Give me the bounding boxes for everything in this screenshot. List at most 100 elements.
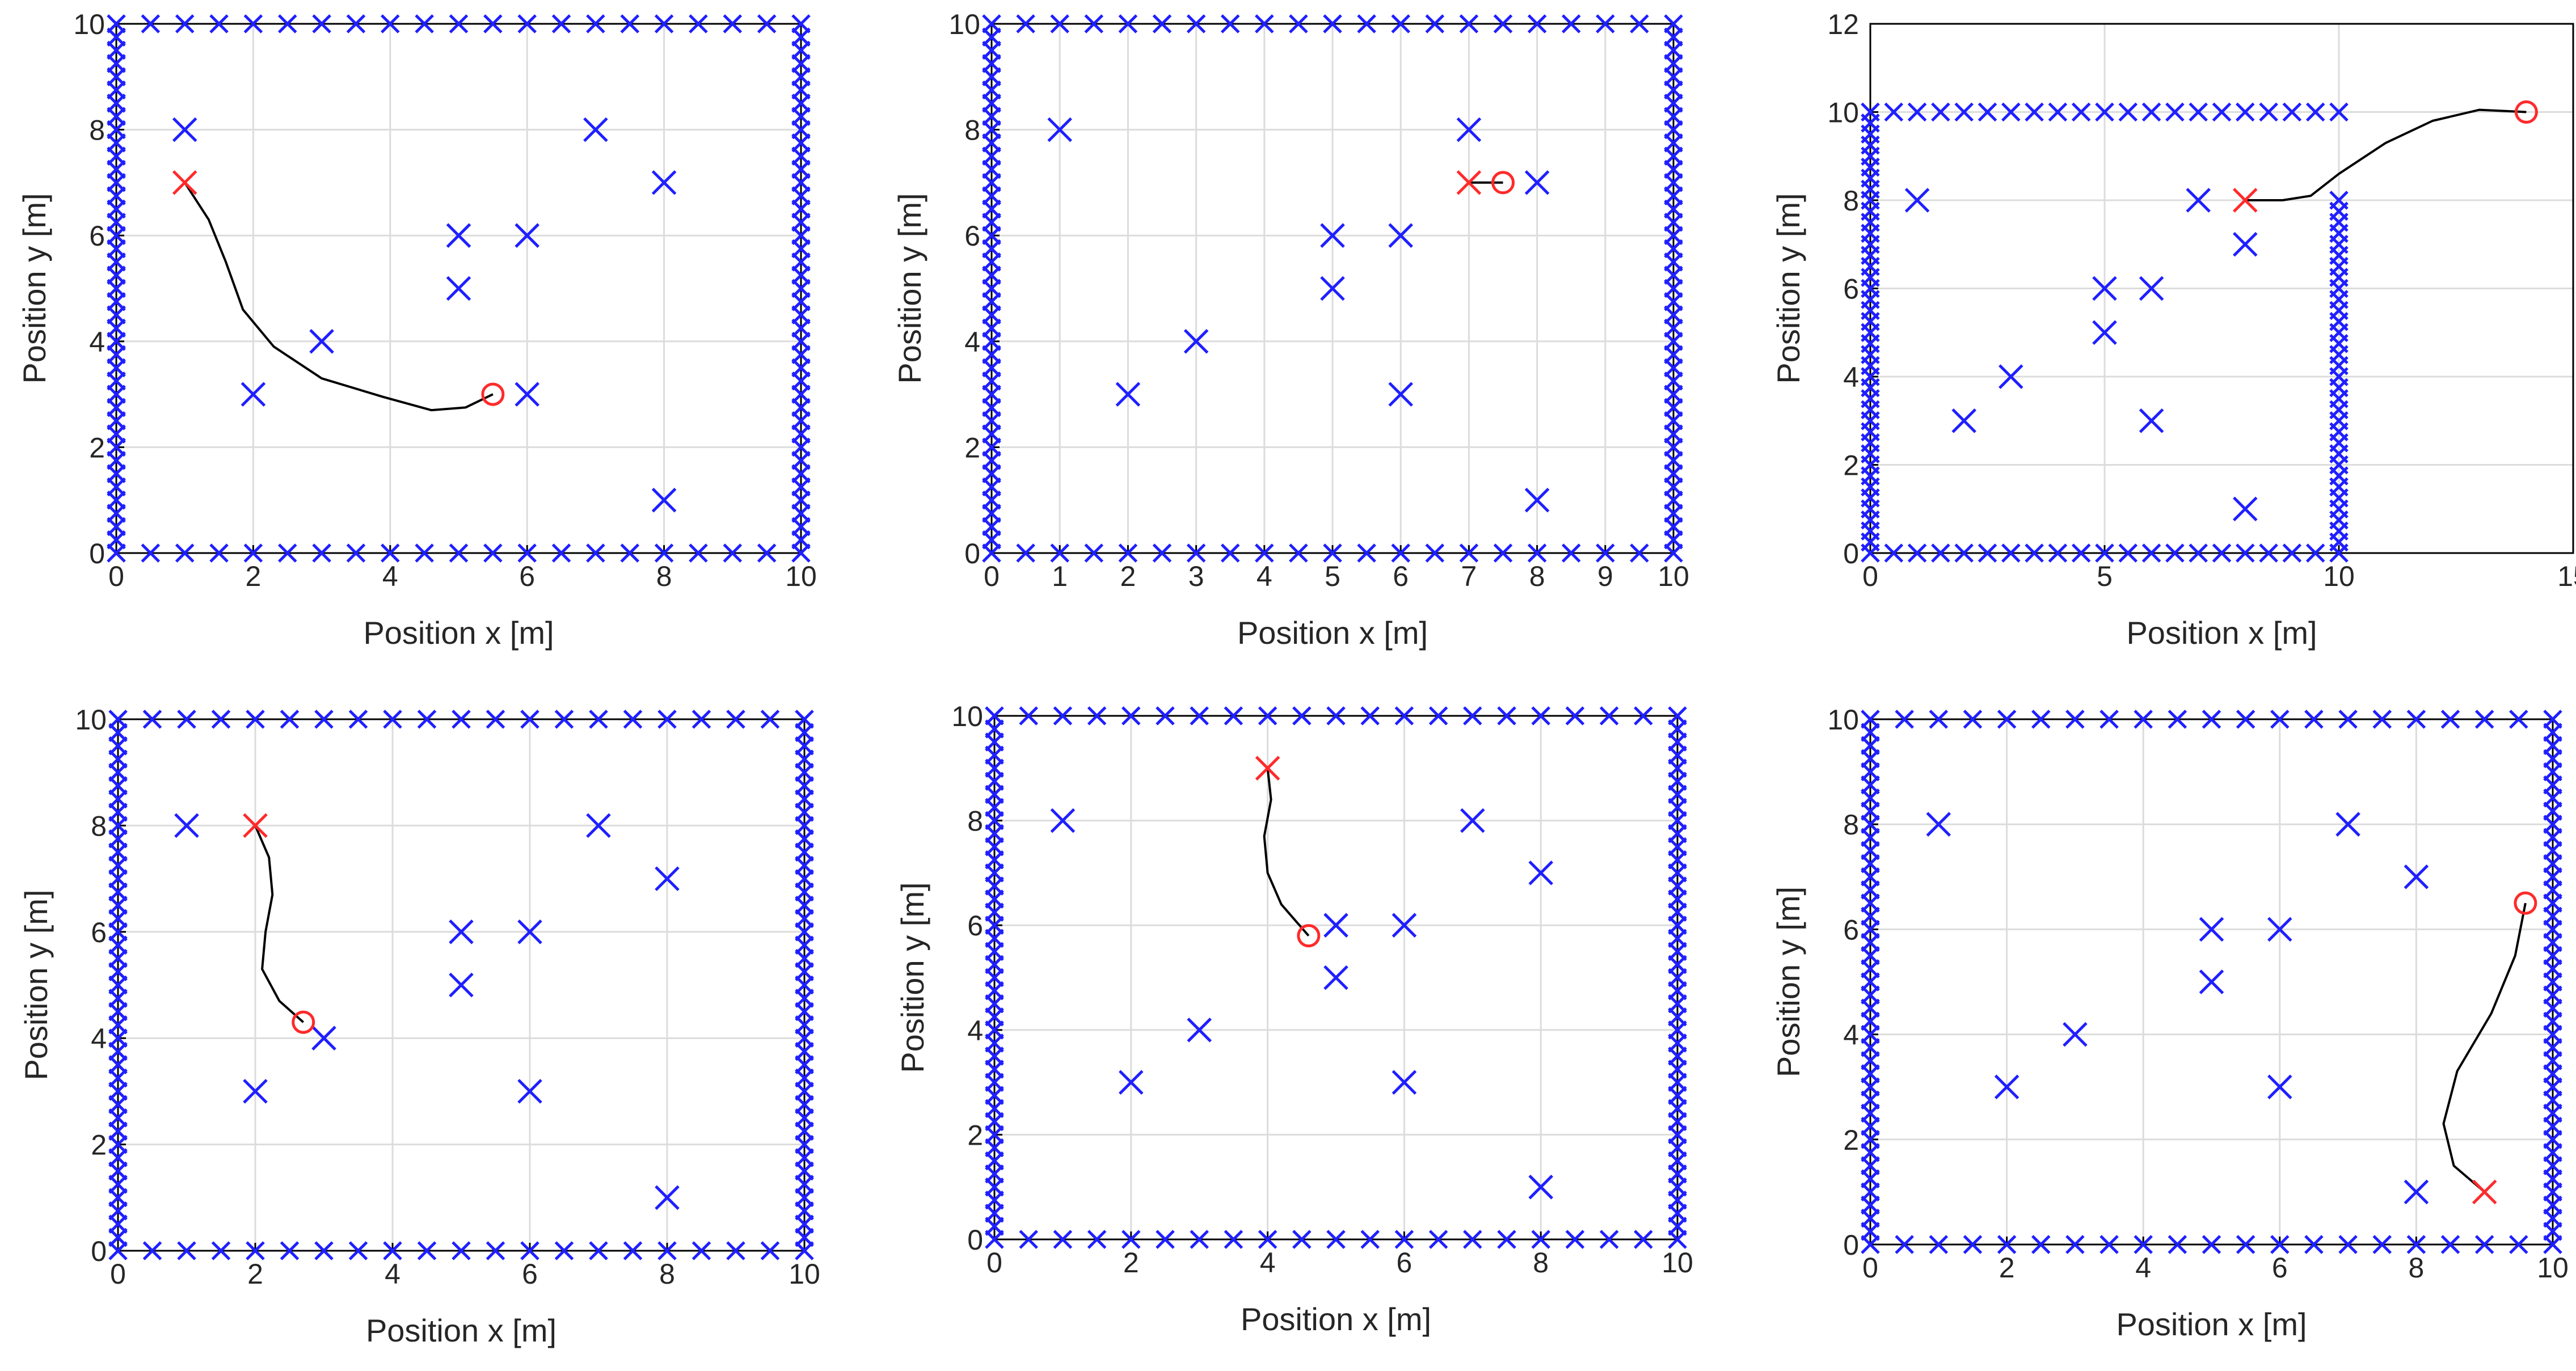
boundary-point [1118, 543, 1138, 563]
boundary-point [2134, 710, 2153, 729]
boundary-point [2270, 710, 2290, 729]
boundary-point [2543, 723, 2562, 742]
boundary-point [689, 543, 708, 563]
boundary-point [2065, 1235, 2085, 1254]
boundary-point [1630, 14, 1649, 33]
obstacle-point [2092, 276, 2117, 301]
boundary-point [1289, 543, 1308, 563]
boundary-point [2099, 710, 2119, 729]
obstacle-point [517, 919, 542, 944]
boundary-point [554, 1241, 574, 1260]
boundary-point [141, 14, 161, 33]
boundary-point [726, 1241, 745, 1260]
x-tick-label: 6 [1393, 560, 1409, 592]
y-tick-label: 0 [1843, 1229, 1859, 1261]
boundary-point [760, 1241, 780, 1260]
x-tick-label: 2 [1123, 1247, 1139, 1279]
x-tick-label: 4 [2135, 1252, 2151, 1284]
x-tick-label: 8 [659, 1258, 675, 1290]
boundary-point [1895, 710, 1914, 729]
x-axis-label: Position x [m] [1237, 615, 1428, 651]
boundary-point [2304, 1235, 2324, 1254]
boundary-point [1561, 14, 1581, 33]
boundary-point [415, 14, 434, 33]
goal-marker [1491, 171, 1515, 195]
obstacle-point [1323, 965, 1348, 990]
boundary-point [312, 14, 331, 33]
x-tick-label: 10 [1662, 1247, 1693, 1279]
boundary-point [312, 543, 331, 563]
y-tick-label: 2 [91, 1129, 107, 1161]
boundary-point [795, 723, 814, 743]
obstacle-point [1951, 408, 1976, 433]
y-tick-label: 6 [89, 220, 105, 252]
obstacle-point [655, 866, 680, 891]
boundary-point [2001, 543, 2021, 563]
boundary-point [2406, 1235, 2426, 1254]
obstacle-point [1528, 860, 1553, 885]
y-axis-label: Position y [m] [1770, 887, 1806, 1077]
boundary-point [2474, 1235, 2494, 1254]
x-tick-label: 8 [1533, 1247, 1549, 1279]
boundary-point [1258, 706, 1278, 725]
boundary-point [692, 710, 711, 729]
x-tick-label: 10 [789, 1258, 820, 1290]
subplot-1: 0 2 4 6 8 10 0 2 4 6 8 10 Position x [m] Position y [… [16, 9, 817, 651]
boundary-point [1497, 1230, 1516, 1249]
boundary-point [142, 710, 162, 729]
obstacle-point [1926, 812, 1951, 837]
boundary-point [383, 710, 402, 729]
obstacle-markers [108, 710, 814, 1260]
x-tick-label: 1 [1052, 560, 1068, 592]
boundary-point [1493, 543, 1513, 563]
goal-marker [2514, 100, 2538, 124]
boundary-point [243, 14, 263, 33]
boundary-point [1326, 706, 1346, 725]
boundary-point [2065, 710, 2085, 729]
boundary-point [1255, 543, 1274, 563]
x-tick-label: 0 [110, 1258, 126, 1290]
y-tick-label: 10 [951, 701, 983, 732]
y-tick-label: 6 [964, 220, 980, 252]
grid-lines [994, 716, 1677, 1239]
x-tick-label: 8 [2408, 1252, 2424, 1284]
obstacle-point [1392, 1070, 1417, 1095]
boundary-point [517, 543, 537, 563]
boundary-point [277, 543, 297, 563]
boundary-point [589, 1241, 608, 1260]
y-tick-label: 2 [964, 432, 980, 463]
obstacle-point [583, 117, 608, 142]
boundary-point [982, 27, 1001, 47]
x-tick-label: 6 [519, 560, 535, 592]
x-tick-label: 4 [1257, 560, 1272, 592]
boundary-point [314, 710, 334, 729]
y-tick-label: 8 [964, 115, 980, 146]
y-tick-label: 2 [967, 1119, 983, 1151]
y-tick-label: 0 [964, 538, 980, 570]
boundary-point [1016, 543, 1035, 563]
boundary-point [1565, 706, 1585, 725]
boundary-point [1978, 102, 1997, 122]
obstacle-markers [107, 14, 811, 563]
goal-marker [1297, 924, 1321, 948]
boundary-point [486, 1241, 505, 1260]
x-tick-label: 2 [245, 560, 261, 592]
boundary-point [2099, 1235, 2119, 1254]
goal-marker [292, 1010, 315, 1034]
y-tick-label: 8 [89, 115, 105, 146]
boundary-point [142, 1241, 162, 1260]
y-axis-label: Position y [m] [16, 193, 52, 383]
y-tick-label: 6 [967, 910, 983, 942]
y-tick-label: 0 [967, 1224, 983, 1256]
boundary-point [1016, 14, 1035, 33]
boundary-point [1668, 719, 1687, 739]
boundary-point [314, 1241, 334, 1260]
obstacle-point [1047, 117, 1072, 142]
subplot-6: 0 2 4 6 8 10 0 2 4 6 8 10 Position x [m] Position y [… [1770, 704, 2569, 1342]
boundary-point [620, 543, 640, 563]
boundary-point [211, 1241, 231, 1260]
boundary-point [723, 14, 743, 33]
trajectory-line [254, 825, 305, 1023]
boundary-point [1019, 706, 1038, 725]
boundary-point [348, 1241, 368, 1260]
